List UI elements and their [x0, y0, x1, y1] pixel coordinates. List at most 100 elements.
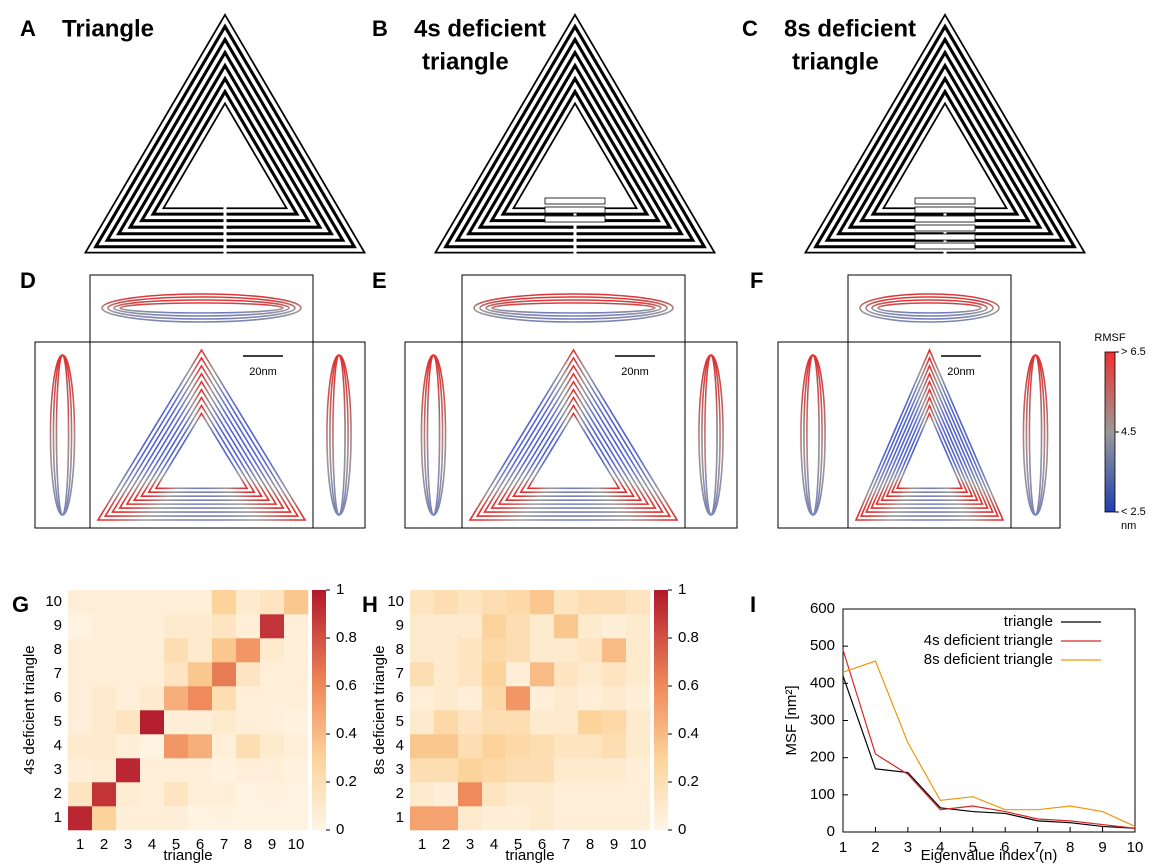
heat-cell [410, 686, 435, 711]
heat-cell [212, 590, 237, 615]
heat-cell [530, 782, 555, 807]
heat-cell [68, 638, 93, 663]
heat-cell [164, 614, 189, 639]
heat-cell [458, 638, 483, 663]
x-tick-label: 10 [288, 836, 305, 853]
heat-cell [530, 614, 555, 639]
heat-cell [602, 614, 627, 639]
deleted-staple [914, 224, 976, 232]
heat-cell [530, 734, 555, 759]
heat-cell [578, 662, 603, 687]
legend-label: 4s deficient triangle [924, 632, 1053, 649]
heat-cell [236, 590, 261, 615]
y-tick-label: 7 [54, 665, 62, 682]
heat-cell [410, 806, 435, 831]
heat-cell [554, 686, 579, 711]
heat-cell [626, 710, 651, 735]
heat-cell [458, 662, 483, 687]
heat-cell [116, 638, 141, 663]
heat-cell [260, 758, 285, 783]
heat-cell [236, 782, 261, 807]
y-tick-label: 1 [396, 809, 404, 826]
heat-cell [92, 686, 117, 711]
x-tick-label: 4 [148, 836, 156, 853]
heat-cell [410, 734, 435, 759]
heat-cell [284, 782, 309, 807]
heat-cell [434, 710, 459, 735]
top-helix [491, 302, 656, 314]
x-tick-label: 4 [936, 839, 944, 856]
heat-cell [188, 638, 213, 663]
heat-cell [626, 638, 651, 663]
deleted-staple [544, 197, 606, 205]
deleted-staple [914, 206, 976, 214]
heat-cell [506, 710, 531, 735]
heat-cell [506, 590, 531, 615]
heat-cell [554, 758, 579, 783]
heat-cell [68, 806, 93, 831]
heat-cell [578, 710, 603, 735]
x-tick-label: 7 [562, 836, 570, 853]
heat-cell [260, 806, 285, 831]
heat-cell [212, 782, 237, 807]
heat-cell [626, 782, 651, 807]
heat-cell [116, 710, 141, 735]
heat-cell [530, 686, 555, 711]
side-helix [1028, 354, 1043, 516]
heat-cell [434, 638, 459, 663]
helix [504, 388, 643, 501]
rmsf-unit: nm [1121, 520, 1136, 532]
heat-cell [92, 614, 117, 639]
x-axis-label: triangle [505, 847, 554, 864]
helix [890, 403, 969, 494]
x-tick-label: 6 [1001, 839, 1009, 856]
heat-cell [164, 806, 189, 831]
heat-cell [68, 782, 93, 807]
helix [859, 355, 1000, 517]
colorbar-tick-label: 0.4 [336, 725, 357, 742]
heat-cell [236, 806, 261, 831]
heat-cell [284, 806, 309, 831]
heat-cell [188, 710, 213, 735]
heat-cell [554, 590, 579, 615]
heat-cell [626, 662, 651, 687]
helix [140, 396, 263, 498]
heat-cell [410, 758, 435, 783]
heat-cell [212, 614, 237, 639]
heat-cell [626, 758, 651, 783]
heat-cell [164, 734, 189, 759]
heat-cell [260, 686, 285, 711]
colorbar [654, 590, 668, 830]
scale-bar-label: 20nm [621, 366, 649, 378]
y-tick-label: 5 [54, 713, 62, 730]
panel-label: A [20, 16, 36, 41]
heat-cell [602, 782, 627, 807]
x-tick-label: 7 [1033, 839, 1041, 856]
colorbar-tick-label: 1 [336, 581, 344, 598]
heat-cell [578, 614, 603, 639]
heat-cell [140, 614, 165, 639]
deleted-staple [914, 197, 976, 205]
heat-cell [284, 686, 309, 711]
panel-label: E [372, 268, 387, 293]
heat-cell [164, 758, 189, 783]
y-tick-label: 500 [810, 637, 835, 654]
y-tick-label: 4 [54, 737, 62, 754]
x-tick-label: 7 [220, 836, 228, 853]
heat-cell [458, 686, 483, 711]
x-tick-label: 9 [268, 836, 276, 853]
heat-cell [554, 662, 579, 687]
heat-cell [164, 662, 189, 687]
top-helix [485, 299, 662, 317]
panel-title: 4s deficient [414, 15, 546, 42]
helix [854, 347, 1005, 521]
top-view-box [89, 274, 314, 343]
heat-cell [482, 614, 507, 639]
heat-cell [482, 734, 507, 759]
heat-cell [602, 638, 627, 663]
heat-cell [506, 734, 531, 759]
heat-cell [506, 758, 531, 783]
heat-cell [284, 734, 309, 759]
heat-cell [506, 782, 531, 807]
